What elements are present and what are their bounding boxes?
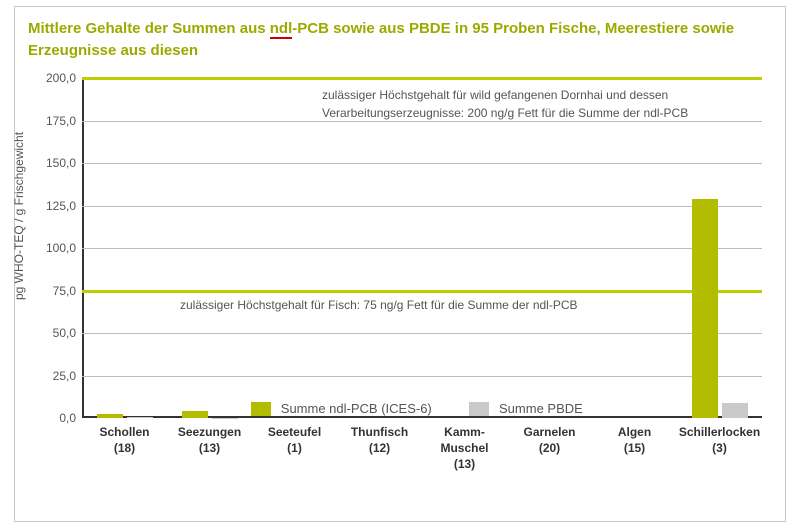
title-part1: Mittlere Gehalte der Summen aus	[28, 20, 270, 37]
x-tick-label: Thunfisch(12)	[337, 424, 422, 456]
legend: Summe ndl-PCB (ICES-6) Summe PBDE	[0, 400, 800, 416]
bar-pbde	[127, 417, 153, 418]
reference-line	[82, 290, 762, 293]
plot-area: 0,025,050,075,0100,0125,0150,0175,0200,0…	[82, 78, 762, 418]
title-ndl: ndl	[270, 20, 293, 39]
x-tick-label: Schillerlocken(3)	[677, 424, 762, 456]
x-tick-label: Kamm-Muschel(13)	[422, 424, 507, 473]
reference-line	[82, 77, 762, 80]
bar-pbde	[212, 418, 238, 419]
x-tick-label: Seezungen(13)	[167, 424, 252, 456]
y-axis-label: pg WHO-TEQ / g Frischgewicht	[12, 132, 26, 300]
gridline	[82, 206, 762, 207]
legend-label-ndl-pcb: Summe ndl-PCB (ICES-6)	[281, 401, 432, 416]
y-tick-label: 50,0	[36, 326, 76, 340]
y-tick-label: 175,0	[36, 114, 76, 128]
legend-swatch-pbde	[469, 402, 489, 416]
legend-label-pbde: Summe PBDE	[499, 401, 583, 416]
gridline	[82, 376, 762, 377]
x-tick-label: Schollen(18)	[82, 424, 167, 456]
y-tick-label: 200,0	[36, 71, 76, 85]
bar-ndl_pcb	[692, 199, 718, 418]
chart-title: Mittlere Gehalte der Summen aus ndl-PCB …	[28, 18, 768, 62]
x-tick-label: Seeteufel(1)	[252, 424, 337, 456]
x-tick-label: Garnelen(20)	[507, 424, 592, 456]
y-tick-label: 75,0	[36, 284, 76, 298]
reference-text: zulässiger Höchstgehalt für wild gefange…	[322, 86, 688, 122]
gridline	[82, 163, 762, 164]
reference-text: zulässiger Höchstgehalt für Fisch: 75 ng…	[180, 296, 578, 314]
legend-swatch-ndl-pcb	[251, 402, 271, 416]
y-tick-label: 25,0	[36, 369, 76, 383]
gridline	[82, 333, 762, 334]
y-tick-label: 125,0	[36, 199, 76, 213]
y-tick-label: 150,0	[36, 156, 76, 170]
y-tick-label: 100,0	[36, 241, 76, 255]
x-tick-label: Algen(15)	[592, 424, 677, 456]
gridline	[82, 248, 762, 249]
